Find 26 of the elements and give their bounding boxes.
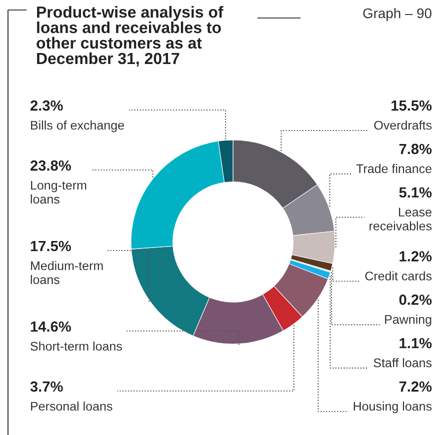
slice-label: Personal loans [31,402,112,411]
slice-label: Credit cards [365,271,432,280]
slice-label: Medium-term loans [30,261,103,284]
data-label: 0.2% [399,294,432,305]
data-label: 7.8% [399,144,432,154]
data-label: 14.6% [30,321,71,332]
data-label: 1.2% [400,251,432,262]
data-label: 2.3% [30,100,63,111]
chart-title: Product-wise analysis of loans and receivables to other customers as at December 31, 2017 [36,6,224,66]
data-label: 23.8% [30,160,71,171]
data-label: 17.5% [30,240,71,252]
slice-label: Pawning [385,314,432,326]
slice-label: Bills of exchange [31,120,124,132]
slice-label: Long-term loans [30,180,86,204]
data-label: 3.7% [30,381,63,392]
slice-label: Lease receivables [370,208,432,230]
slice-label: Trade finance [356,164,432,174]
data-label: 5.1% [399,187,432,198]
slice-label: Staff loans [374,358,432,368]
slice-label: Short-term loans [30,342,122,351]
data-label: 15.5% [392,100,432,111]
text: Graph – 90 [363,8,432,21]
slice-label: Overdrafts [374,120,432,130]
slice-label: Housing loans [354,402,432,414]
data-label: 7.2% [399,381,432,392]
data-label: 1.1% [400,338,432,348]
